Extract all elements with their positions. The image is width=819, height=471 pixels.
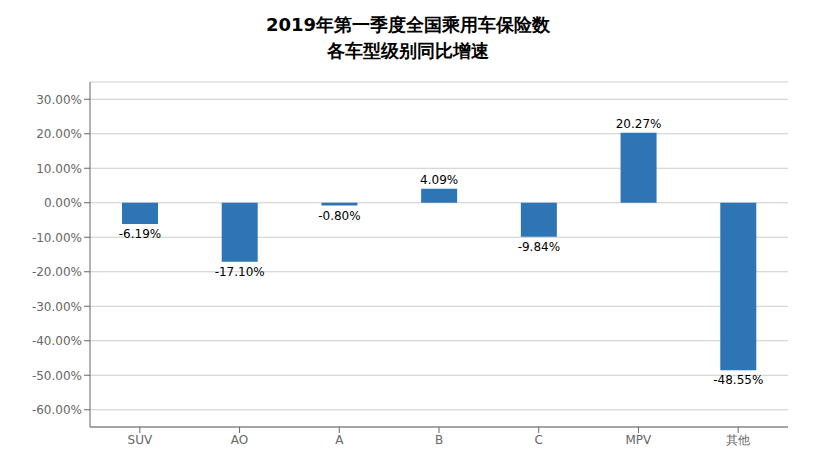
svg-text:MPV: MPV bbox=[626, 433, 653, 447]
svg-text:-20.00%: -20.00% bbox=[32, 265, 82, 279]
svg-text:-30.00%: -30.00% bbox=[32, 300, 82, 314]
svg-text:20.00%: 20.00% bbox=[36, 127, 82, 141]
html-text:各车型级别同比增速: 各车型级别同比增速 bbox=[327, 40, 489, 61]
svg-text:SUV: SUV bbox=[128, 433, 153, 447]
svg-text:-0.80%: -0.80% bbox=[318, 209, 360, 223]
svg-text:-60.00%: -60.00% bbox=[32, 403, 82, 417]
svg-text:AO: AO bbox=[231, 433, 248, 447]
svg-text:-48.55%: -48.55% bbox=[713, 373, 763, 387]
svg-text:C: C bbox=[535, 433, 543, 447]
svg-text:B: B bbox=[435, 433, 443, 447]
svg-text:A: A bbox=[335, 433, 344, 447]
svg-text:20.27%: 20.27% bbox=[616, 117, 662, 131]
svg-text:-50.00%: -50.00% bbox=[32, 369, 82, 383]
svg-text:-10.00%: -10.00% bbox=[32, 231, 82, 245]
html-text:2019年第一季度全国乘用车保险数: 2019年第一季度全国乘用车保险数 bbox=[265, 14, 550, 35]
svg-text:30.00%: 30.00% bbox=[36, 93, 82, 107]
svg-text:其他: 其他 bbox=[726, 433, 750, 447]
svg-text:-17.10%: -17.10% bbox=[215, 265, 265, 279]
svg-text:-40.00%: -40.00% bbox=[32, 334, 82, 348]
svg-text:10.00%: 10.00% bbox=[36, 162, 82, 176]
svg-text:-6.19%: -6.19% bbox=[119, 227, 161, 241]
svg-text:0.00%: 0.00% bbox=[44, 196, 82, 210]
svg-text:4.09%: 4.09% bbox=[420, 173, 458, 187]
svg-text:-9.84%: -9.84% bbox=[518, 240, 560, 254]
